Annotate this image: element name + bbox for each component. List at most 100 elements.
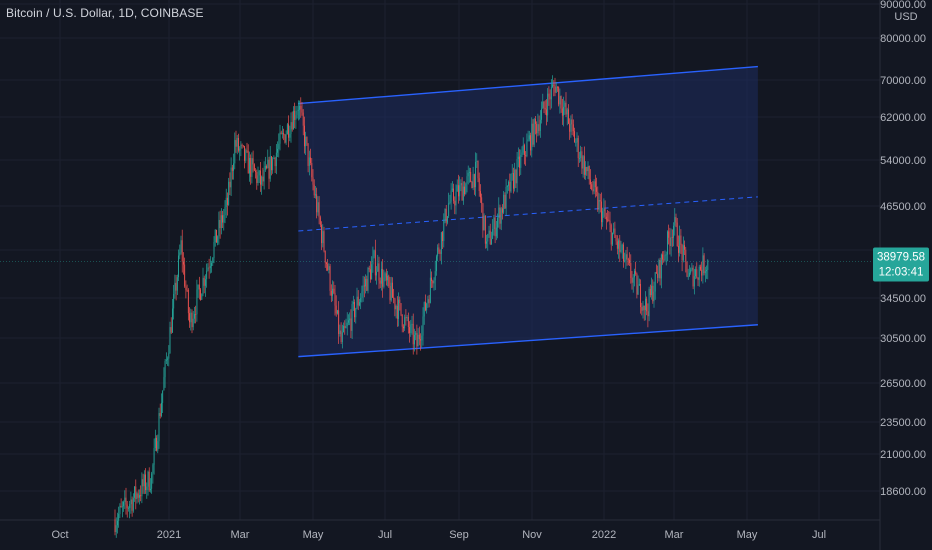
candle — [486, 234, 488, 249]
candle — [358, 299, 360, 307]
candle — [613, 222, 615, 235]
candle — [179, 244, 181, 260]
candle — [550, 79, 552, 109]
candle — [145, 468, 147, 494]
candle — [178, 249, 180, 282]
candle — [643, 305, 645, 321]
candle — [312, 169, 314, 191]
candle — [190, 308, 192, 331]
candle — [323, 226, 325, 253]
candle — [630, 254, 632, 284]
candle — [219, 210, 221, 239]
candle — [446, 215, 448, 225]
candle — [428, 294, 430, 308]
candle — [410, 319, 412, 337]
price-axis[interactable]: 90000.00 80000.00 70000.00 62000.00 54000.00… — [880, 0, 926, 498]
candle — [602, 207, 604, 227]
candle — [429, 268, 431, 304]
price-axis-unit[interactable]: USD — [894, 11, 918, 23]
candle — [585, 161, 587, 180]
candle — [208, 258, 210, 279]
candle — [217, 235, 219, 246]
time-tick-label: Nov — [522, 529, 542, 541]
candle — [669, 227, 671, 255]
candle — [222, 210, 224, 229]
candle — [311, 158, 313, 182]
candle — [662, 251, 664, 265]
symbol-title[interactable]: Bitcoin / U.S. Dollar, 1D, COINBASE — [6, 6, 204, 20]
candle — [127, 506, 129, 512]
candle — [220, 208, 222, 235]
candle — [175, 275, 177, 301]
candle — [637, 275, 639, 295]
candle — [290, 112, 292, 143]
candle — [256, 169, 258, 190]
candle — [151, 471, 153, 494]
candle — [647, 303, 649, 328]
candle — [572, 119, 574, 137]
candle — [387, 270, 389, 287]
candle — [611, 232, 613, 246]
channel-mid-line[interactable] — [298, 196, 758, 232]
channel-upper-line[interactable] — [298, 65, 758, 105]
candle — [301, 101, 303, 116]
candle — [641, 302, 643, 316]
candle — [214, 229, 216, 247]
candle — [262, 167, 264, 187]
candle — [399, 296, 401, 311]
candle — [616, 235, 618, 255]
candle — [308, 150, 310, 176]
candle — [154, 429, 156, 452]
candle — [114, 509, 116, 536]
candle — [400, 303, 402, 317]
candle — [448, 192, 450, 218]
candle — [180, 235, 182, 255]
candle — [547, 88, 549, 122]
candle — [707, 259, 709, 280]
time-tick-label: May — [303, 529, 324, 541]
candle — [528, 130, 530, 142]
price-tick-label: 90000.00 — [880, 0, 926, 11]
candle — [673, 222, 675, 247]
candle — [270, 155, 272, 176]
candle — [264, 156, 266, 172]
candle — [169, 321, 171, 354]
candle — [274, 156, 276, 174]
channel-lower-line[interactable] — [298, 324, 758, 358]
candle — [306, 136, 308, 146]
candle — [300, 97, 302, 118]
candle — [481, 193, 483, 213]
candle — [526, 133, 528, 158]
candle — [149, 478, 151, 493]
candle — [340, 322, 342, 345]
candle — [657, 265, 659, 284]
candle — [299, 100, 301, 120]
candle — [652, 279, 654, 304]
candle — [475, 152, 477, 197]
candle — [160, 393, 162, 418]
candle — [333, 281, 335, 295]
candle — [509, 173, 511, 199]
candle — [285, 130, 287, 145]
candle — [143, 470, 145, 495]
time-axis[interactable]: Oct 2021 Mar May Jul Sep Nov 2022 Mar May Jul — [51, 529, 826, 541]
candle — [355, 307, 357, 324]
candle — [658, 258, 660, 282]
candle — [305, 131, 307, 156]
candle — [330, 284, 332, 303]
candle — [369, 261, 371, 283]
candle — [451, 181, 453, 193]
candle — [158, 407, 160, 449]
price-tick-label: 30500.00 — [880, 333, 926, 345]
candle — [380, 261, 382, 291]
time-tick-label: Jul — [378, 529, 392, 541]
candle — [592, 181, 594, 195]
candle — [258, 169, 260, 183]
candle — [115, 517, 117, 538]
candle — [544, 100, 546, 115]
candle — [490, 231, 492, 245]
candle — [646, 296, 648, 316]
candle — [688, 265, 690, 277]
candle — [471, 180, 473, 189]
